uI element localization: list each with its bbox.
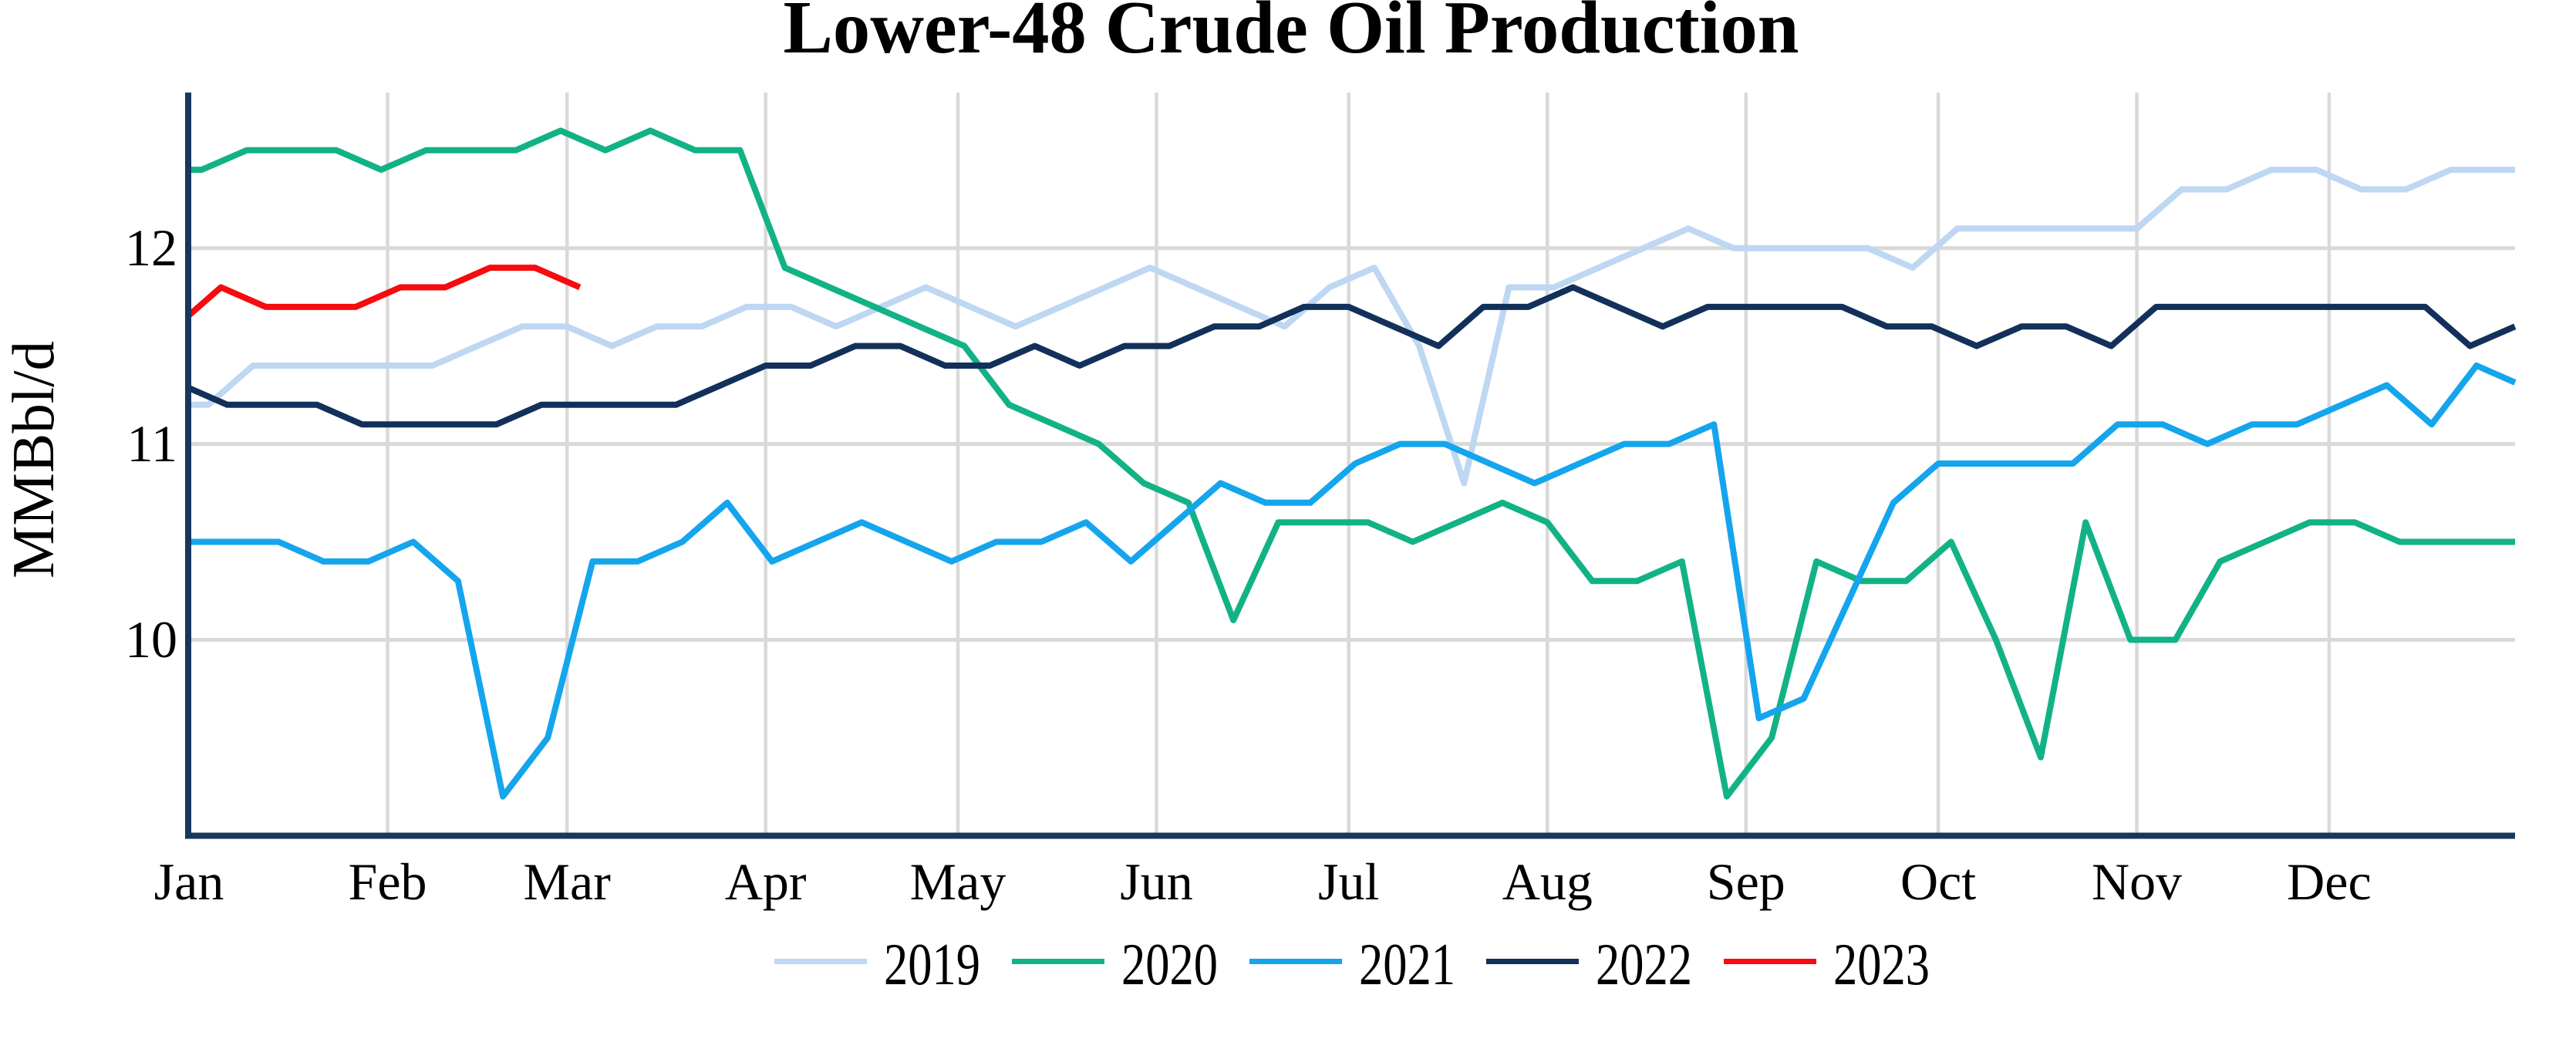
svg-text:Jan: Jan <box>154 852 224 911</box>
svg-text:Oct: Oct <box>1900 852 1976 911</box>
svg-text:2022: 2022 <box>1596 931 1692 997</box>
svg-text:12: 12 <box>125 218 177 277</box>
svg-text:Dec: Dec <box>2287 852 2371 911</box>
svg-text:11: 11 <box>127 414 177 473</box>
svg-text:2023: 2023 <box>1833 931 1930 997</box>
svg-text:Mar: Mar <box>524 852 612 911</box>
svg-text:2021: 2021 <box>1359 931 1455 997</box>
svg-text:10: 10 <box>125 610 177 669</box>
svg-text:2019: 2019 <box>884 931 980 997</box>
svg-text:Feb: Feb <box>349 852 427 911</box>
svg-text:Sep: Sep <box>1707 852 1785 911</box>
svg-text:Aug: Aug <box>1502 852 1593 911</box>
svg-text:Jun: Jun <box>1120 852 1192 911</box>
svg-text:Nov: Nov <box>2092 852 2182 911</box>
svg-text:May: May <box>910 852 1006 911</box>
svg-text:2020: 2020 <box>1121 931 1218 997</box>
svg-text:MMBbl/d: MMBbl/d <box>0 341 66 578</box>
svg-text:Lower-48 Crude Oil Production: Lower-48 Crude Oil Production <box>784 0 1799 69</box>
svg-text:Apr: Apr <box>725 852 807 911</box>
svg-text:Jul: Jul <box>1318 852 1379 911</box>
